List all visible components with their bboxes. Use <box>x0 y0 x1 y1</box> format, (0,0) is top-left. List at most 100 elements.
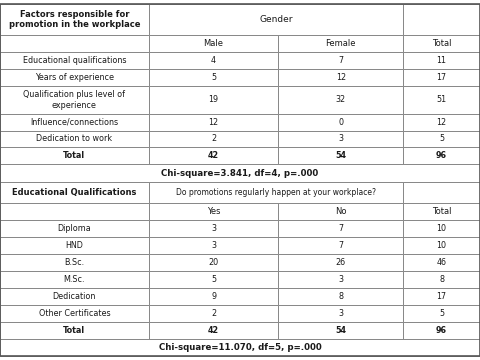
Bar <box>149 288 278 305</box>
Text: Years of experience: Years of experience <box>35 73 114 82</box>
Text: HND: HND <box>65 241 84 250</box>
Text: 54: 54 <box>336 326 346 335</box>
Bar <box>0 131 149 148</box>
Text: 3: 3 <box>211 241 216 250</box>
Text: 96: 96 <box>436 152 447 161</box>
Text: 17: 17 <box>436 292 447 301</box>
Bar <box>0 322 149 339</box>
Bar <box>403 114 480 131</box>
Bar <box>278 237 403 254</box>
Bar <box>149 69 278 86</box>
Bar <box>0 165 480 182</box>
Bar <box>0 69 149 86</box>
Text: 46: 46 <box>437 258 446 267</box>
Text: 3: 3 <box>211 224 216 233</box>
Text: 12: 12 <box>208 118 219 127</box>
Text: 5: 5 <box>211 275 216 284</box>
Bar <box>149 148 278 165</box>
Bar <box>278 322 403 339</box>
Bar <box>278 114 403 131</box>
Bar <box>403 288 480 305</box>
Bar <box>403 86 480 114</box>
Text: 42: 42 <box>208 326 219 335</box>
Bar <box>278 203 403 220</box>
Bar <box>149 271 278 288</box>
Bar <box>0 52 149 69</box>
Text: 2: 2 <box>211 135 216 144</box>
Text: 11: 11 <box>437 56 446 65</box>
Text: 19: 19 <box>208 95 219 104</box>
Text: Influence/connections: Influence/connections <box>30 118 119 127</box>
Bar <box>403 182 480 203</box>
Text: Total: Total <box>432 39 451 48</box>
Text: 7: 7 <box>338 56 343 65</box>
Bar <box>149 305 278 322</box>
Text: 5: 5 <box>211 73 216 82</box>
Text: 20: 20 <box>208 258 219 267</box>
Bar <box>0 4 149 35</box>
Bar <box>149 52 278 69</box>
Bar <box>0 237 149 254</box>
Bar <box>403 131 480 148</box>
Bar <box>278 305 403 322</box>
Bar <box>278 148 403 165</box>
Bar <box>149 220 278 237</box>
Text: 8: 8 <box>338 292 343 301</box>
Text: Educational Qualifications: Educational Qualifications <box>12 188 137 197</box>
Bar <box>149 237 278 254</box>
Bar <box>278 288 403 305</box>
Bar <box>149 203 278 220</box>
Text: Chi-square=11.070, df=5, p=.000: Chi-square=11.070, df=5, p=.000 <box>158 343 322 352</box>
Bar <box>0 203 149 220</box>
Text: 51: 51 <box>436 95 447 104</box>
Text: Do promotions regularly happen at your workplace?: Do promotions regularly happen at your w… <box>176 188 376 197</box>
Text: 0: 0 <box>338 118 343 127</box>
Bar <box>278 271 403 288</box>
Text: Male: Male <box>204 39 224 48</box>
Bar <box>403 52 480 69</box>
Text: Female: Female <box>325 39 356 48</box>
Bar <box>403 237 480 254</box>
Text: 2: 2 <box>211 309 216 318</box>
Bar <box>0 220 149 237</box>
Bar <box>403 4 480 35</box>
Bar <box>403 69 480 86</box>
Bar <box>0 339 480 356</box>
Text: Dedication to work: Dedication to work <box>36 135 112 144</box>
Text: Gender: Gender <box>259 15 293 24</box>
Text: 3: 3 <box>338 135 343 144</box>
Bar <box>0 35 149 52</box>
Bar <box>278 254 403 271</box>
Text: 96: 96 <box>436 326 447 335</box>
Text: Diploma: Diploma <box>58 224 91 233</box>
Bar <box>0 182 149 203</box>
Bar <box>403 220 480 237</box>
Text: Other Certificates: Other Certificates <box>38 309 110 318</box>
Bar <box>0 288 149 305</box>
Bar <box>278 52 403 69</box>
Bar <box>0 271 149 288</box>
Text: Educational qualifications: Educational qualifications <box>23 56 126 65</box>
Bar <box>149 4 403 35</box>
Bar <box>0 254 149 271</box>
Text: 5: 5 <box>439 135 444 144</box>
Text: 42: 42 <box>208 152 219 161</box>
Bar <box>0 305 149 322</box>
Text: Total: Total <box>432 207 451 216</box>
Text: M.Sc.: M.Sc. <box>64 275 85 284</box>
Bar <box>149 182 403 203</box>
Bar <box>403 148 480 165</box>
Text: Total: Total <box>63 152 85 161</box>
Text: Chi-square=3.841, df=4, p=.000: Chi-square=3.841, df=4, p=.000 <box>161 169 319 178</box>
Bar <box>403 271 480 288</box>
Bar <box>149 86 278 114</box>
Bar <box>0 148 149 165</box>
Bar <box>403 203 480 220</box>
Bar <box>0 114 149 131</box>
Bar <box>149 35 278 52</box>
Text: 32: 32 <box>336 95 346 104</box>
Bar <box>278 131 403 148</box>
Bar <box>0 86 149 114</box>
Bar <box>149 131 278 148</box>
Text: 17: 17 <box>436 73 447 82</box>
